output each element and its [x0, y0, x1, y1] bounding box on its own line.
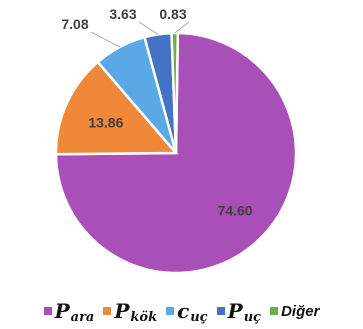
legend-swatch — [103, 307, 112, 315]
legend-item-p-uc: P uç — [216, 299, 262, 325]
legend-swatch — [43, 307, 52, 315]
legend-label-sub: kök — [130, 309, 158, 325]
data-labels: 74.60 13.86 7.08 3.63 0.83 — [61, 6, 252, 218]
leader-line — [90, 31, 120, 48]
legend-label-sub: uç — [243, 309, 262, 325]
leader-line — [174, 21, 190, 34]
legend-label-sub: uç — [190, 309, 208, 325]
pie-slice — [54, 31, 298, 275]
legend-label-main: P — [114, 299, 130, 323]
chart-legend: P ara P kök c uç P uç Diğer — [0, 296, 363, 326]
pie-slices — [54, 31, 298, 275]
pie-slice — [54, 60, 179, 156]
data-label: 7.08 — [61, 16, 88, 32]
leader-lines — [90, 21, 190, 48]
legend-label-sub: ara — [70, 309, 95, 325]
legend-swatch — [270, 307, 279, 315]
data-label: 0.83 — [159, 6, 186, 22]
data-label: 13.86 — [88, 114, 123, 130]
legend-label: Diğer — [281, 302, 320, 320]
legend-item-diger: Diğer — [270, 303, 319, 320]
legend-label-main: c — [177, 299, 190, 323]
legend-label-main: P — [227, 299, 243, 323]
legend-item-p-kok: P kök — [103, 299, 158, 325]
legend-item-c-uc: c uç — [166, 299, 208, 325]
legend-label-main: P — [54, 299, 70, 323]
legend-item-p-ara: P ara — [43, 299, 95, 325]
leader-line — [138, 21, 159, 35]
legend-swatch — [166, 307, 175, 315]
legend-swatch — [216, 307, 225, 315]
data-label: 3.63 — [109, 6, 136, 22]
data-label: 74.60 — [218, 202, 253, 218]
